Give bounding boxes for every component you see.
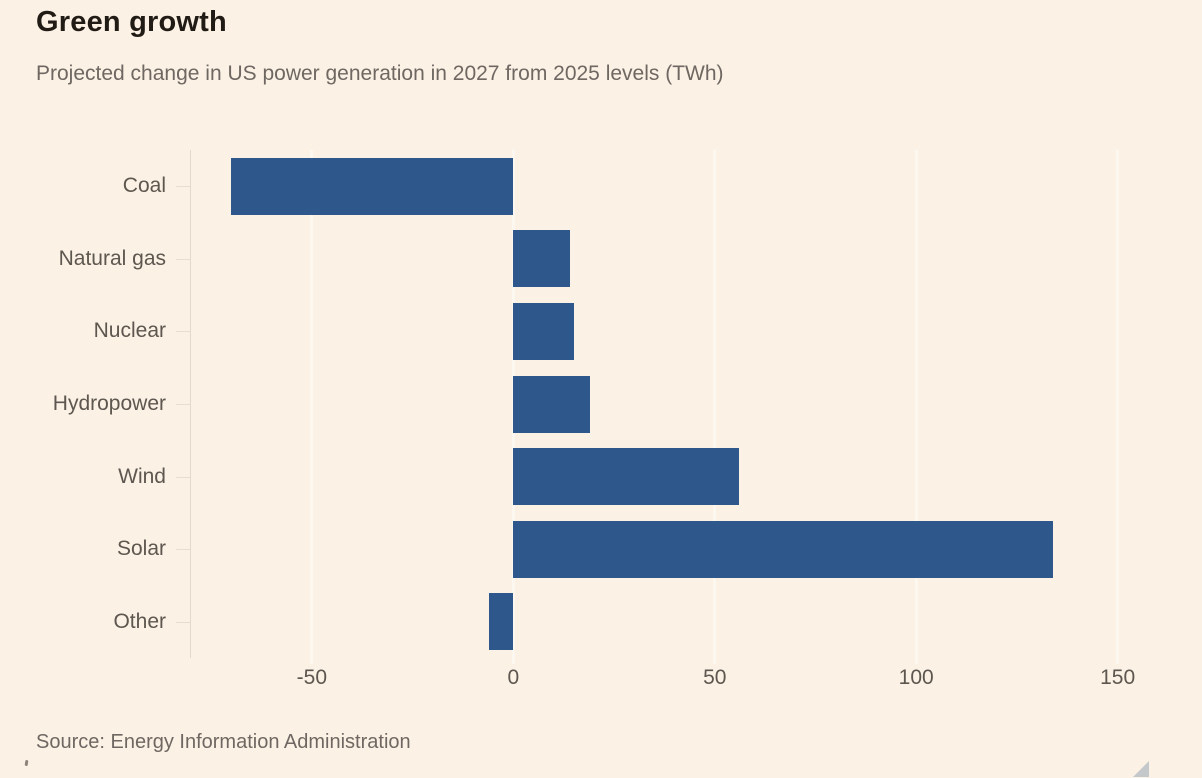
chart-title: Green growth xyxy=(36,6,227,38)
y-tick xyxy=(176,331,191,332)
resize-grip-icon[interactable] xyxy=(1133,761,1149,777)
x-tick-label: 100 xyxy=(898,666,934,689)
x-tick-label: 150 xyxy=(1100,666,1136,689)
y-tick xyxy=(176,477,191,478)
category-label: Nuclear xyxy=(93,319,166,342)
bar-hydropower xyxy=(513,376,590,433)
y-tick xyxy=(176,259,191,260)
bar-natural-gas xyxy=(513,230,570,287)
bar-coal xyxy=(231,158,514,215)
gridline-x-50 xyxy=(713,150,717,664)
x-tick-label: 0 xyxy=(507,666,520,689)
x-tick-label: 50 xyxy=(703,666,727,689)
chart-subtitle: Projected change in US power generation … xyxy=(36,62,724,85)
category-label: Wind xyxy=(118,465,166,488)
source-note: Source: Energy Information Administratio… xyxy=(36,731,411,753)
y-tick xyxy=(176,404,191,405)
category-label: Hydropower xyxy=(52,392,166,415)
bar-other xyxy=(489,593,514,650)
category-label: Coal xyxy=(122,174,166,197)
bar-wind xyxy=(513,448,739,505)
gridline-x-150 xyxy=(1116,150,1120,664)
category-label: Solar xyxy=(116,537,166,560)
bar-solar xyxy=(513,521,1054,578)
category-label: Other xyxy=(113,610,166,633)
gridline-x--50 xyxy=(310,150,314,664)
y-tick xyxy=(176,622,191,623)
y-tick xyxy=(176,549,191,550)
category-label: Natural gas xyxy=(58,247,166,270)
gridline-x-100 xyxy=(914,150,918,664)
y-tick xyxy=(176,186,191,187)
bar-nuclear xyxy=(513,303,574,360)
x-tick-label: -50 xyxy=(296,666,328,689)
